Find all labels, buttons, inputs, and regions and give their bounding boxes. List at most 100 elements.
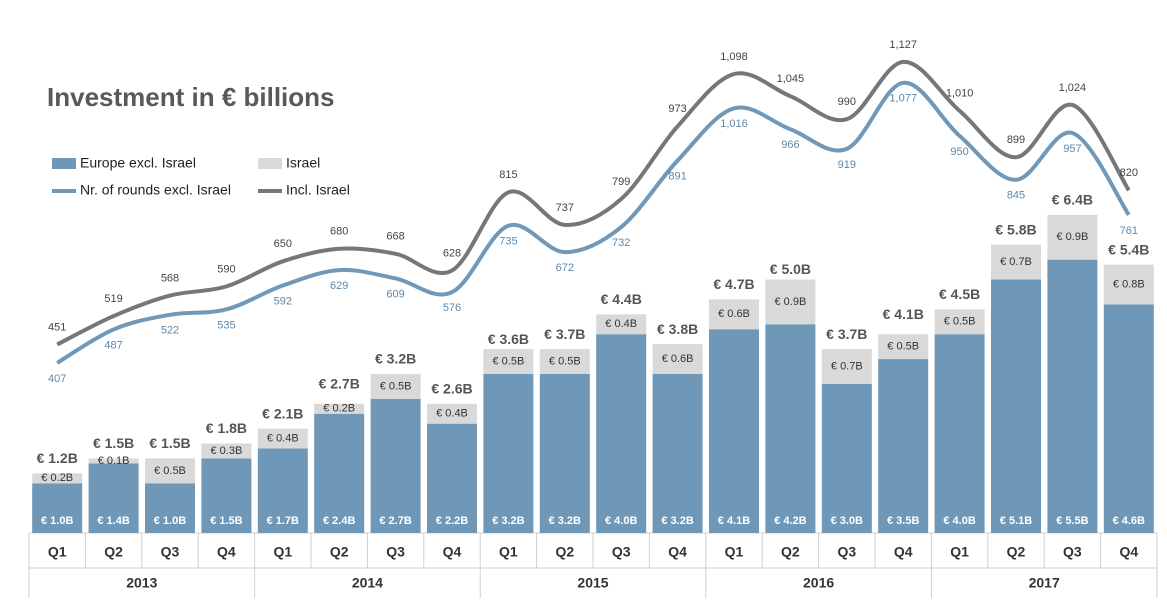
bar-segment <box>427 403 477 424</box>
bar-label: € 0.3B <box>210 445 242 457</box>
bar-segment <box>1047 259 1098 533</box>
line-label: 590 <box>217 263 235 275</box>
bar-segment <box>257 428 308 449</box>
line-label: 957 <box>1063 143 1081 155</box>
bar-label: € 0.5B <box>154 465 186 477</box>
total-label: € 1.8B <box>206 420 247 436</box>
total-label: € 5.4B <box>1108 241 1149 257</box>
total-label: € 3.7B <box>544 326 585 342</box>
line-label: 735 <box>499 236 517 248</box>
x-tick-label: Q1 <box>273 544 292 560</box>
x-tick-label: Q3 <box>837 544 856 560</box>
line-label: 1,024 <box>1059 82 1087 94</box>
bar-segment <box>1047 214 1098 260</box>
bar-segment <box>709 299 759 330</box>
total-label: € 2.1B <box>262 405 303 421</box>
total-label: € 3.8B <box>657 321 698 337</box>
total-label: € 4.5B <box>939 286 980 302</box>
bar-label: € 0.1B <box>98 455 130 467</box>
legend-label: Nr. of rounds excl. Israel <box>80 182 231 198</box>
x-tick-label: Q2 <box>330 544 349 560</box>
line-label: 845 <box>1007 190 1025 202</box>
legend-label: Israel <box>286 155 320 171</box>
bar-segment <box>878 359 929 533</box>
line-label: 535 <box>217 319 235 331</box>
bar-segment <box>483 373 534 533</box>
year-label: 2014 <box>352 575 383 591</box>
bar-label: € 4.1B <box>718 515 750 527</box>
bar-segment <box>370 398 421 533</box>
total-label: € 4.1B <box>883 306 924 322</box>
bar-label: € 0.2B <box>323 403 355 415</box>
bar-label: € 5.5B <box>1056 515 1088 527</box>
x-tick-label: Q1 <box>725 544 744 560</box>
bar-segment <box>934 309 985 335</box>
line-label: 737 <box>556 202 574 214</box>
bar-segment <box>539 349 590 374</box>
legend: Europe excl. Israel Israel Nr. of rounds… <box>52 155 350 198</box>
bar-segment <box>991 244 1041 280</box>
bar-segment <box>991 279 1041 533</box>
bar-segment <box>652 373 703 533</box>
total-label: € 4.7B <box>713 276 754 292</box>
bar-segment <box>145 483 195 533</box>
bar-label: € 3.5B <box>887 515 919 527</box>
x-tick-label: Q2 <box>1007 544 1026 560</box>
line-label: 891 <box>668 170 686 182</box>
bar-segment <box>201 458 252 533</box>
bar-label: € 0.5B <box>944 316 976 328</box>
line-label: 1,010 <box>946 88 974 100</box>
bar-label: € 4.6B <box>1113 515 1145 527</box>
legend-swatch <box>258 158 282 169</box>
x-tick-label: Q1 <box>48 544 67 560</box>
line-label: 732 <box>612 237 630 249</box>
bar-segment <box>314 403 365 414</box>
bar-segment <box>1103 264 1154 305</box>
line-label: 1,127 <box>889 39 917 51</box>
bar-segment <box>32 473 83 484</box>
bar-label: € 3.2B <box>549 515 581 527</box>
bar-label: € 3.2B <box>661 515 693 527</box>
bar-segment <box>709 329 759 533</box>
bar-segment <box>314 413 365 533</box>
bar-segment <box>1103 304 1154 533</box>
bar-segment <box>32 483 83 533</box>
line-label: 629 <box>330 280 348 292</box>
legend-swatch <box>52 158 76 169</box>
x-tick-label: Q1 <box>950 544 969 560</box>
line-label: 1,045 <box>777 73 805 85</box>
line-label: 761 <box>1120 225 1138 237</box>
chart-title: Investment in € billions <box>47 82 335 112</box>
line-label: 815 <box>499 169 517 181</box>
bar-segment <box>539 373 590 533</box>
bar-label: € 3.0B <box>831 515 863 527</box>
line-label: 973 <box>668 103 686 115</box>
x-tick-label: Q3 <box>612 544 631 560</box>
line-label: 568 <box>161 272 179 284</box>
total-label: € 1.5B <box>149 435 190 451</box>
bar-label: € 0.2B <box>41 472 73 484</box>
bar-label: € 5.1B <box>1000 515 1032 527</box>
bar-segment <box>765 324 816 533</box>
bar-label: € 0.5B <box>380 380 412 392</box>
bar-label: € 1.0B <box>41 515 73 527</box>
legend-label: Incl. Israel <box>286 182 350 198</box>
x-tick-label: Q4 <box>443 544 462 560</box>
line-label: 1,098 <box>720 51 748 63</box>
line-label: 672 <box>556 262 574 274</box>
year-label: 2013 <box>126 575 157 591</box>
bar-label: € 2.2B <box>436 515 468 527</box>
bar-segment <box>934 334 985 533</box>
bar-segment <box>88 463 139 533</box>
line-label: 628 <box>443 247 461 259</box>
bar-segment <box>201 443 252 459</box>
bar-label: € 1.7B <box>267 515 299 527</box>
x-tick-label: Q4 <box>668 544 687 560</box>
bar-label: € 0.5B <box>887 341 919 353</box>
total-label: € 6.4B <box>1052 192 1093 208</box>
bar-label: € 0.9B <box>1056 231 1088 243</box>
bar-label: € 2.4B <box>323 515 355 527</box>
bar-segment <box>483 349 534 374</box>
bar-label: € 0.4B <box>436 408 468 420</box>
line-label: 1,077 <box>889 93 917 105</box>
